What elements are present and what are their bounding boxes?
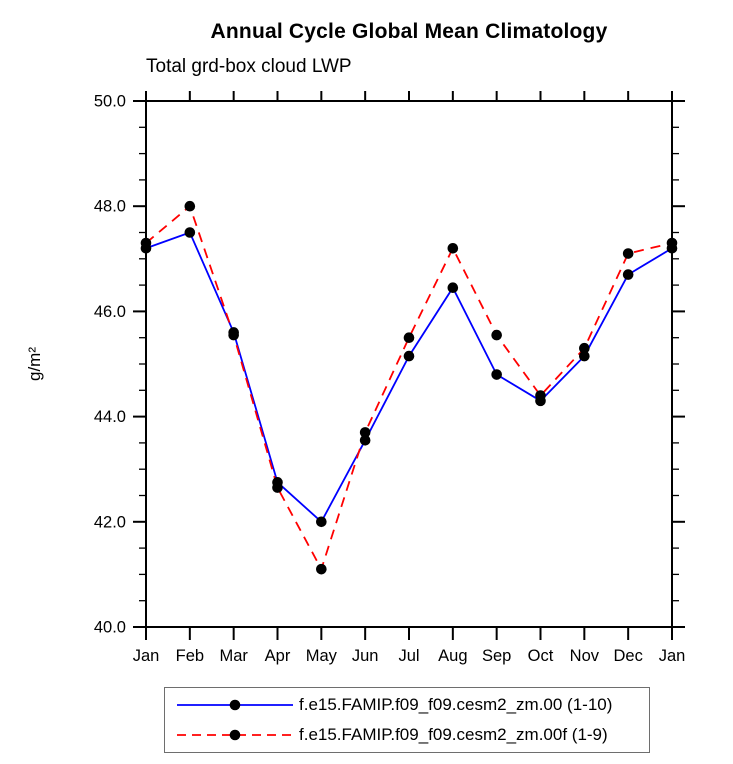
data-point-marker [491,369,502,380]
x-axis-tick-label: Dec [613,647,642,665]
data-point-marker [272,482,283,493]
y-axis-tick-label: 48.0 [94,198,126,216]
legend-label: f.e15.FAMIP.f09_f09.cesm2_zm.00f (1-9) [299,725,608,744]
data-point-marker [403,350,415,362]
x-axis-tick-label: Jul [398,647,419,665]
data-point-marker [622,248,634,259]
chart-subtitle: Total grd-box cloud LWP [146,56,352,77]
data-point-marker [491,329,502,341]
x-axis-tick-label: Apr [265,647,291,665]
y-axis-tick-label: 42.0 [94,513,126,531]
legend-item: f.e15.FAMIP.f09_f09.cesm2_zm.00f (1-9) [176,722,649,748]
data-point-marker [447,282,459,294]
series-line-1 [145,204,673,572]
data-point-marker [447,242,459,254]
x-axis-tick-label: Oct [528,647,554,665]
x-axis-tick-label: Feb [176,647,204,665]
data-point-marker [140,237,152,249]
data-point-marker [184,200,196,212]
x-axis-tick-label: Nov [570,647,600,665]
legend-line-sample-solid [177,699,293,711]
x-axis-tick-label: Aug [438,647,467,665]
data-point-marker [184,227,196,238]
data-point-marker [579,342,590,354]
chart-title: Annual Cycle Global Mean Climatology [210,20,608,43]
legend-line-sample-dashed [177,729,293,741]
x-axis-tick-label: Sep [482,647,511,665]
data-point-marker [535,390,546,401]
x-axis-tick-label: Mar [219,647,248,665]
x-axis-tick-label: Jan [659,647,686,665]
legend: f.e15.FAMIP.f09_f09.cesm2_zm.00 (1-10) f… [164,687,650,753]
data-point-marker [403,332,415,344]
data-point-marker [359,434,371,446]
x-axis-tick-label: May [306,647,338,665]
data-point-marker [316,516,327,528]
data-point-marker [622,269,634,280]
y-axis-tick-label: 50.0 [94,93,126,111]
x-axis-tick-label: Jun [352,647,379,665]
x-axis-tick-label: Jan [133,647,160,665]
legend-item: f.e15.FAMIP.f09_f09.cesm2_zm.00 (1-10) [176,692,649,718]
y-axis-tick-label: 40.0 [94,619,126,637]
plot-border [145,100,673,628]
data-point-marker [359,427,371,438]
y-axis-tick-label: 46.0 [94,303,126,321]
data-point-marker [316,563,327,575]
data-point-marker [228,329,239,341]
series-line-0 [145,231,673,524]
data-point-marker [579,350,590,362]
y-axis-tick-label: 44.0 [94,408,126,426]
y-axis-title: g/m² [25,347,44,381]
legend-label: f.e15.FAMIP.f09_f09.cesm2_zm.00 (1-10) [299,695,613,714]
data-point-marker [666,237,678,249]
